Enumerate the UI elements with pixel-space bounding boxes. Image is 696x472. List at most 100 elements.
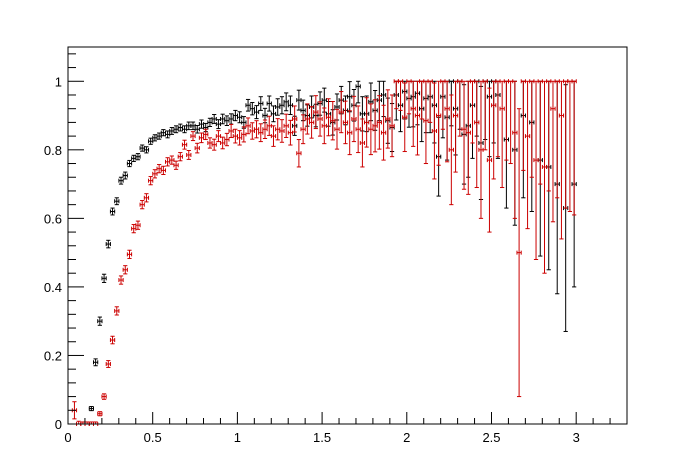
data-point (207, 117, 213, 128)
data-point (283, 113, 289, 138)
data-point (224, 132, 230, 147)
data-point (143, 193, 150, 203)
data-point (198, 119, 205, 129)
data-point (135, 153, 141, 161)
data-point (122, 171, 128, 180)
data-point (177, 152, 183, 162)
data-point (512, 80, 518, 219)
x-tick-label: 3 (573, 430, 580, 445)
data-point (300, 114, 306, 145)
data-point (236, 111, 243, 124)
data-point (220, 136, 226, 150)
x-tick-label: 1.5 (313, 430, 331, 445)
data-point (266, 115, 272, 136)
data-point (431, 82, 438, 180)
data-point (292, 105, 298, 133)
data-point (444, 80, 450, 163)
data-point (241, 116, 247, 129)
data-point (364, 97, 370, 148)
data-point (194, 142, 200, 154)
data-point (440, 79, 446, 130)
data-point (279, 96, 285, 115)
data-point (317, 101, 323, 137)
data-point (232, 109, 238, 122)
data-point (461, 80, 467, 190)
tick-marks (67, 53, 628, 425)
data-point (258, 123, 264, 143)
data-point (452, 80, 459, 173)
data-point (368, 103, 374, 156)
x-tick-label: 1 (234, 430, 241, 445)
data-point (105, 239, 111, 249)
data-point (114, 306, 120, 316)
data-point (135, 220, 141, 230)
x-tick-label: 0 (64, 430, 71, 445)
data-point (236, 130, 243, 146)
data-point (92, 358, 99, 367)
data-point (436, 80, 442, 166)
data-point (143, 146, 150, 154)
data-point (414, 80, 421, 156)
data-point (410, 80, 416, 147)
data-point (482, 79, 488, 151)
y-tick-label: 1 (55, 74, 62, 89)
data-point (266, 95, 272, 112)
data-point (474, 80, 480, 189)
data-point (491, 80, 497, 180)
data-point (152, 169, 158, 179)
data-point (524, 80, 531, 230)
data-point (448, 94, 454, 206)
data-point (325, 98, 332, 137)
data-point (101, 393, 107, 400)
data-point (270, 125, 277, 147)
data-point (342, 100, 349, 145)
series-1 (71, 79, 577, 426)
data-point (359, 118, 366, 168)
data-point (385, 89, 391, 149)
data-point (148, 137, 154, 145)
data-point (173, 160, 179, 170)
data-point (190, 131, 196, 142)
data-point (245, 117, 251, 135)
data-point (253, 120, 260, 139)
data-point (249, 102, 255, 116)
data-point (558, 80, 565, 240)
data-point (372, 99, 378, 153)
data-point (334, 108, 340, 150)
data-point (486, 87, 493, 233)
data-point (97, 316, 103, 326)
y-tick-label: 0.4 (44, 280, 62, 295)
data-point (279, 119, 285, 143)
data-point (338, 91, 344, 134)
data-point (186, 150, 192, 160)
data-point (541, 80, 548, 274)
data-point (347, 110, 353, 156)
data-series-layer (71, 79, 577, 426)
data-point (262, 119, 268, 140)
data-point (296, 139, 302, 168)
data-point (313, 95, 319, 130)
data-point (355, 80, 361, 104)
data-point (376, 95, 382, 150)
plot-frame (67, 46, 628, 425)
data-point (105, 360, 111, 368)
data-point (160, 165, 166, 175)
data-point (258, 96, 264, 111)
data-point (402, 82, 408, 153)
data-point (330, 100, 336, 141)
data-point (101, 273, 107, 283)
data-point (355, 105, 361, 154)
data-point (304, 103, 310, 135)
data-point (465, 80, 471, 195)
data-point (389, 94, 395, 158)
data-point (241, 126, 247, 143)
data-point (109, 207, 116, 216)
y-tick-label: 0 (55, 417, 62, 432)
axes-layer: 0 0.5 1 1.5 2 2.5 3 0 0.2 0.4 0.6 0.8 1 (44, 53, 628, 445)
data-point (148, 176, 154, 186)
data-point (270, 105, 277, 123)
data-point (516, 108, 522, 398)
data-point (118, 275, 124, 285)
